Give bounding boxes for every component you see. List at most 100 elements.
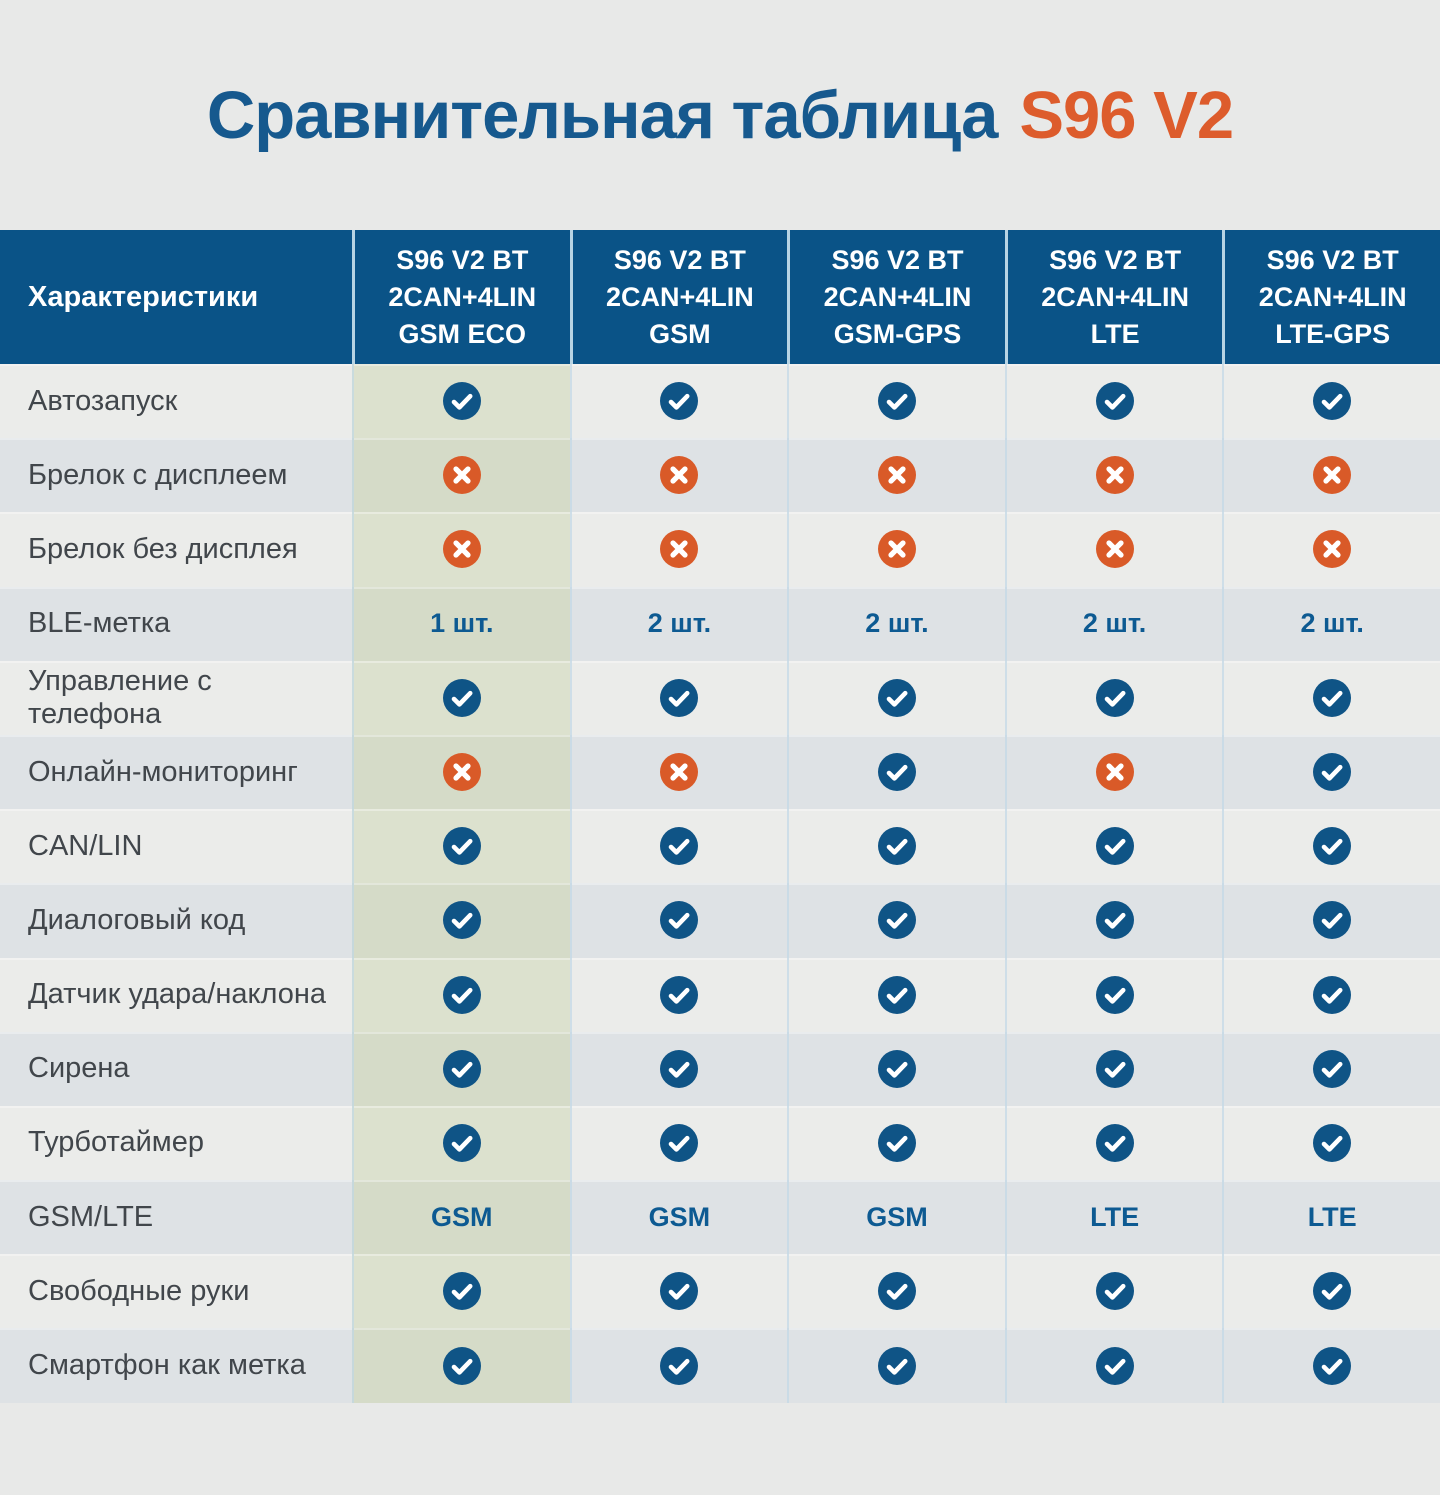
check-icon bbox=[660, 975, 699, 1014]
column-header-line: 2CAN+4LIN bbox=[605, 281, 754, 312]
table-cell: LTE bbox=[1222, 1180, 1440, 1255]
check-icon bbox=[1313, 678, 1352, 717]
cross-icon bbox=[442, 753, 481, 792]
cell-value: LTE bbox=[1090, 1201, 1140, 1232]
table-cell bbox=[569, 809, 788, 884]
check-icon bbox=[442, 1272, 481, 1311]
check-icon bbox=[1313, 975, 1352, 1014]
cell-value: 2 шт. bbox=[865, 608, 929, 639]
cross-icon bbox=[1313, 456, 1352, 495]
check-icon bbox=[442, 901, 481, 940]
table-cell bbox=[1004, 660, 1223, 735]
column-header-product-3: S96 V2 BT 2CAN+4LIN GSM-GPS bbox=[787, 230, 1005, 364]
table-cell bbox=[352, 1031, 570, 1106]
row-label: Брелок с дисплеем bbox=[0, 438, 352, 513]
check-icon bbox=[442, 975, 481, 1014]
page-title: Сравнительная таблица S96 V2 bbox=[0, 0, 1440, 230]
table-cell bbox=[569, 512, 788, 587]
table-cell bbox=[787, 883, 1005, 958]
row-label: BLE-метка bbox=[0, 586, 352, 661]
check-icon bbox=[660, 901, 699, 940]
check-icon bbox=[1095, 1123, 1134, 1162]
cross-icon bbox=[660, 753, 699, 792]
cross-icon bbox=[660, 530, 699, 569]
check-icon bbox=[1095, 1272, 1134, 1311]
cross-icon bbox=[1095, 530, 1134, 569]
check-icon bbox=[877, 678, 916, 717]
check-icon bbox=[877, 382, 916, 421]
column-header-line: 2CAN+4LIN bbox=[388, 281, 537, 312]
table-cell: GSM bbox=[569, 1180, 788, 1255]
row-label: Смартфон как метка bbox=[0, 1328, 352, 1403]
check-icon bbox=[1095, 1049, 1134, 1088]
table-cell: GSM bbox=[352, 1180, 570, 1255]
table-cell bbox=[787, 1031, 1005, 1106]
table-cell bbox=[1004, 438, 1223, 513]
table-cell bbox=[1222, 1105, 1440, 1181]
table-cell bbox=[569, 883, 788, 958]
table-cell bbox=[1222, 660, 1440, 735]
table-cell bbox=[352, 364, 570, 439]
table-cell bbox=[352, 512, 570, 587]
cross-icon bbox=[442, 456, 481, 495]
check-icon bbox=[660, 1346, 699, 1385]
page-title-accent: S96 V2 bbox=[1019, 77, 1234, 153]
table-cell bbox=[352, 883, 570, 958]
table-cell bbox=[1222, 1254, 1440, 1329]
table-cell bbox=[1222, 364, 1440, 439]
check-icon bbox=[877, 901, 916, 940]
row-label: Турботаймер bbox=[0, 1105, 352, 1181]
check-icon bbox=[442, 827, 481, 866]
table-cell: 1 шт. bbox=[352, 586, 570, 661]
check-icon bbox=[877, 753, 916, 792]
column-header-characteristics: Характеристики bbox=[0, 230, 352, 364]
table-cell bbox=[569, 1254, 788, 1329]
row-label: Датчик удара/наклона bbox=[0, 957, 352, 1032]
row-label: GSM/LTE bbox=[0, 1180, 352, 1255]
table-cell bbox=[1004, 957, 1223, 1032]
table-cell bbox=[352, 660, 570, 735]
column-header-product-4: S96 V2 BT 2CAN+4LIN LTE bbox=[1004, 230, 1223, 364]
table-cell bbox=[569, 957, 788, 1032]
column-header-product-5: S96 V2 BT 2CAN+4LIN LTE-GPS bbox=[1222, 230, 1440, 364]
check-icon bbox=[1313, 901, 1352, 940]
cross-icon bbox=[1095, 456, 1134, 495]
column-header-line: S96 V2 BT bbox=[1049, 244, 1182, 275]
column-header-line: LTE-GPS bbox=[1275, 318, 1391, 349]
cross-icon bbox=[877, 456, 916, 495]
table-cell bbox=[569, 660, 788, 735]
column-header-line: S96 V2 BT bbox=[396, 244, 529, 275]
check-icon bbox=[1095, 1346, 1134, 1385]
table-cell bbox=[1004, 512, 1223, 587]
cross-icon bbox=[877, 530, 916, 569]
table-cell bbox=[1004, 883, 1223, 958]
table-cell bbox=[787, 438, 1005, 513]
column-header-line: GSM ECO bbox=[398, 318, 527, 349]
row-label: Автозапуск bbox=[0, 364, 352, 439]
table-cell bbox=[1004, 1328, 1223, 1403]
table-cell bbox=[569, 1105, 788, 1181]
comparison-table: Характеристики S96 V2 BT 2CAN+4LIN GSM ECO S… bbox=[0, 230, 1440, 1403]
cell-value: 1 шт. bbox=[430, 608, 494, 639]
table-cell bbox=[787, 512, 1005, 587]
check-icon bbox=[1313, 1272, 1352, 1311]
check-icon bbox=[877, 975, 916, 1014]
table-cell bbox=[787, 1105, 1005, 1181]
column-header-line: 2CAN+4LIN bbox=[823, 281, 972, 312]
check-icon bbox=[660, 1272, 699, 1311]
check-icon bbox=[1313, 753, 1352, 792]
table-cell bbox=[569, 1328, 788, 1403]
table-cell bbox=[352, 809, 570, 884]
cross-icon bbox=[442, 530, 481, 569]
check-icon bbox=[1095, 901, 1134, 940]
table-cell bbox=[352, 438, 570, 513]
column-header-product-2: S96 V2 BT 2CAN+4LIN GSM bbox=[569, 230, 788, 364]
table-cell bbox=[1004, 364, 1223, 439]
cross-icon bbox=[1095, 753, 1134, 792]
table-cell bbox=[352, 1254, 570, 1329]
page-title-main: Сравнительная таблица bbox=[206, 77, 998, 153]
check-icon bbox=[1313, 1346, 1352, 1385]
table-cell bbox=[1222, 734, 1440, 810]
cell-value: 2 шт. bbox=[1082, 608, 1147, 639]
check-icon bbox=[660, 382, 699, 421]
